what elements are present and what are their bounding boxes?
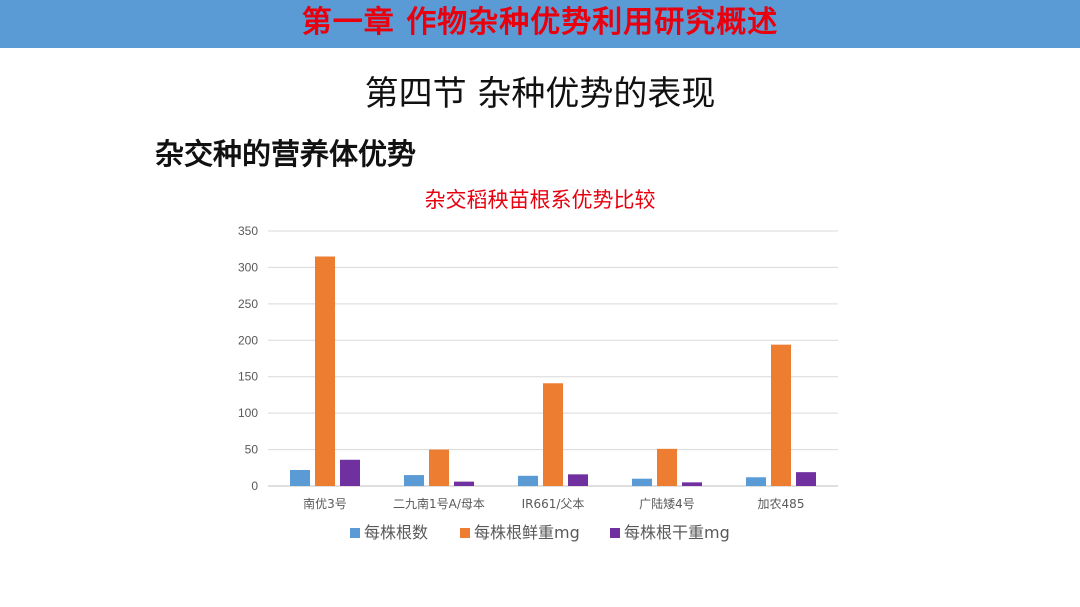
- slide-subtitle: 杂交种的营养体优势: [155, 137, 417, 171]
- bar: [340, 459, 360, 486]
- bar: [404, 475, 424, 486]
- legend-label: 每株根干重mg: [624, 523, 730, 542]
- bar: [682, 482, 702, 486]
- bar: [543, 383, 563, 486]
- legend-swatch: [460, 528, 470, 538]
- x-tick-label: 加农485: [758, 497, 805, 511]
- bar: [771, 344, 791, 486]
- section-title: 第四节 杂种优势的表现: [364, 74, 716, 114]
- y-tick-label: 200: [238, 333, 258, 347]
- bar: [632, 478, 652, 486]
- y-tick-label: 150: [238, 370, 258, 384]
- bar: [290, 469, 310, 486]
- y-tick-label: 0: [251, 479, 258, 493]
- bar: [315, 256, 335, 486]
- y-tick-label: 50: [245, 443, 259, 457]
- bar: [568, 474, 588, 486]
- legend-swatch: [610, 528, 620, 538]
- y-tick-label: 100: [238, 406, 258, 420]
- y-tick-label: 350: [238, 224, 258, 238]
- bar: [429, 449, 449, 486]
- chapter-title: 第一章 作物杂种优势利用研究概述: [301, 5, 779, 40]
- y-tick-label: 250: [238, 297, 258, 311]
- bar: [657, 448, 677, 486]
- x-tick-label: 二九南1号A/母本: [393, 496, 485, 511]
- bar: [518, 475, 538, 486]
- legend-label: 每株根鲜重mg: [474, 523, 580, 542]
- bar: [454, 481, 474, 486]
- bar: [796, 472, 816, 486]
- legend-label: 每株根数: [364, 523, 428, 542]
- x-tick-label: 广陆矮4号: [639, 496, 695, 511]
- bar: [746, 477, 766, 486]
- header-banner: [0, 0, 1080, 48]
- x-tick-label: 南优3号: [303, 496, 347, 511]
- legend-swatch: [350, 528, 360, 538]
- y-tick-label: 300: [238, 260, 258, 274]
- x-tick-label: IR661/父本: [522, 497, 585, 511]
- chart-title: 杂交稻秧苗根系优势比较: [424, 188, 656, 212]
